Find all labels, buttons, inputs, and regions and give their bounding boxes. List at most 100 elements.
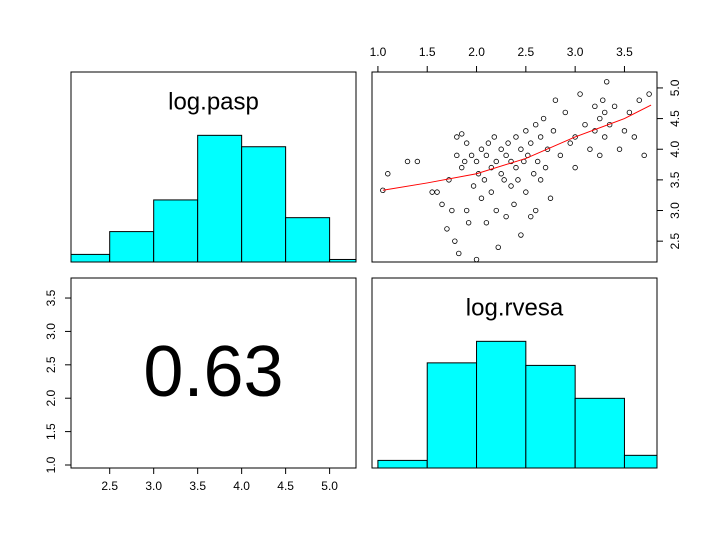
point <box>454 152 460 159</box>
x-tick-label: 3.0 <box>145 479 162 493</box>
panel: 0.63 2.5 3.0 3.5 4.0 4.5 5.0 1.0 1.5 2.0 2.5 3.0 3.5 <box>44 277 357 493</box>
point <box>537 177 544 183</box>
x-tick-label: 1.0 <box>370 45 387 59</box>
x-tick-label: 2.5 <box>517 45 534 59</box>
point <box>621 128 628 134</box>
x-tick-label: 2.5 <box>101 479 118 493</box>
plot-area <box>71 134 356 262</box>
point <box>463 207 470 214</box>
point <box>537 134 544 140</box>
point <box>473 158 480 165</box>
point <box>552 97 559 103</box>
point <box>611 103 618 110</box>
point <box>478 195 485 201</box>
bar <box>377 459 428 468</box>
x-tick-label: 5.0 <box>321 479 338 493</box>
bar <box>197 134 243 262</box>
point <box>439 201 445 208</box>
panel-border <box>371 277 658 469</box>
point <box>557 152 564 159</box>
point <box>459 131 465 137</box>
plot-area <box>380 79 652 262</box>
point <box>518 146 524 152</box>
point <box>602 134 608 140</box>
y-tick-label: 4.0 <box>668 141 682 158</box>
panel-border <box>371 71 658 263</box>
point <box>542 164 549 171</box>
point <box>508 183 514 189</box>
point <box>449 207 455 214</box>
point <box>523 189 529 195</box>
point <box>533 122 539 128</box>
point <box>567 140 573 146</box>
point <box>414 158 421 165</box>
point <box>498 171 504 177</box>
y-tick-label: 3.0 <box>44 323 58 340</box>
bar <box>574 397 625 468</box>
point <box>488 164 495 171</box>
point <box>540 115 547 122</box>
y-tick-label: 2.5 <box>668 232 682 249</box>
point <box>483 220 490 226</box>
bar <box>109 231 155 262</box>
point <box>626 109 633 116</box>
point <box>493 207 499 214</box>
point <box>508 158 514 165</box>
point <box>454 134 460 140</box>
point <box>518 232 524 238</box>
point <box>498 146 504 152</box>
point <box>572 134 578 140</box>
point <box>468 152 475 159</box>
panel: log.rvesa <box>371 277 658 469</box>
point <box>473 256 480 262</box>
point <box>385 171 391 177</box>
x-tick-label: 3.5 <box>189 479 206 493</box>
point <box>491 134 497 140</box>
bar <box>285 217 331 262</box>
point <box>641 152 647 159</box>
panel: log.pasp <box>70 71 357 263</box>
point <box>534 158 541 165</box>
point <box>446 177 452 183</box>
point <box>459 164 465 171</box>
point <box>503 213 509 220</box>
plot-area <box>377 340 657 468</box>
x-tick-label: 3.0 <box>567 45 584 59</box>
bar <box>153 199 199 262</box>
point <box>501 177 507 183</box>
point <box>587 146 593 152</box>
point <box>602 109 608 116</box>
bar <box>426 362 478 468</box>
point <box>531 171 537 177</box>
point <box>511 201 517 208</box>
point <box>616 146 623 152</box>
x-tick-label: 4.0 <box>233 479 250 493</box>
y-tick-label: 1.5 <box>44 423 58 440</box>
point <box>488 189 495 195</box>
y-tick-label: 1.0 <box>44 456 58 473</box>
point <box>429 189 435 195</box>
point <box>547 195 554 201</box>
bar <box>525 364 576 468</box>
point <box>485 140 492 146</box>
panel: 1.0 1.5 2.0 2.5 3.0 3.5 2.5 3.0 3.5 4.0 4.5 5.0 <box>370 45 682 263</box>
point <box>572 164 578 171</box>
point <box>452 238 458 244</box>
bar <box>241 146 287 262</box>
point <box>465 220 472 226</box>
bar <box>623 454 657 468</box>
point <box>597 152 603 159</box>
point <box>544 146 551 152</box>
panel-title: log.pasp <box>168 88 259 115</box>
smooth-line <box>382 104 652 191</box>
y-tick-label: 2.5 <box>44 356 58 373</box>
y-tick-label: 4.5 <box>668 110 682 127</box>
panel-title: log.rvesa <box>466 294 564 321</box>
x-tick-label: 2.0 <box>468 45 485 59</box>
point <box>434 189 440 195</box>
y-tick-label: 3.5 <box>668 171 682 188</box>
point <box>481 177 488 183</box>
point <box>463 140 470 146</box>
bar <box>329 258 356 262</box>
